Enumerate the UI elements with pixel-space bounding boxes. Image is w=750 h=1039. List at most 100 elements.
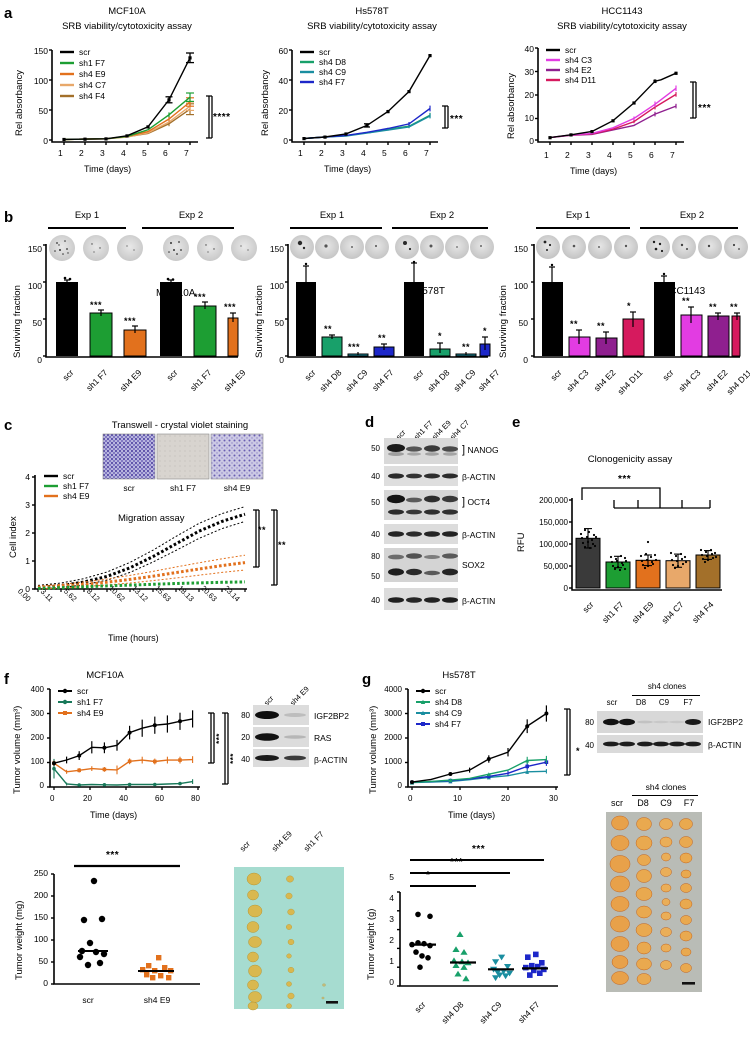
significance-marker: ** <box>730 302 739 312</box>
y-tick: 300 <box>30 709 44 718</box>
x-tick: sh4 E9 <box>143 995 171 1005</box>
significance-marker: * <box>576 746 581 756</box>
blot-band-actin <box>384 588 458 610</box>
x-tick: scr <box>412 999 428 1015</box>
blot-protein-label: IGF2BP2 <box>314 711 349 721</box>
x-tick: 7 <box>670 150 675 160</box>
significance-marker: *** <box>224 302 237 312</box>
y-tick: 1000 <box>384 757 402 766</box>
x-tick: scr <box>82 995 94 1005</box>
x-axis-label: Time (days) <box>448 810 496 820</box>
blot-protein-label: β-ACTIN <box>314 755 348 765</box>
legend-item: sh4 D8 <box>435 697 462 707</box>
y-tick: 3 <box>25 500 30 510</box>
blot-band-igf2bp2 <box>253 705 309 725</box>
y-tick: 0 <box>279 355 284 365</box>
chart-plot-area <box>49 49 213 145</box>
significance-marker: *** <box>472 844 486 855</box>
y-tick: 40 <box>524 44 534 54</box>
legend-item: sh1 F7 <box>77 697 103 707</box>
x-tick: 2 <box>319 148 324 158</box>
y-tick: 0 <box>397 781 402 790</box>
x-tick: 80 <box>191 794 200 803</box>
significance-marker: *** <box>124 316 137 326</box>
photo-group-rule <box>632 795 698 797</box>
legend-item: scr <box>565 45 577 55</box>
x-tick: 5 <box>628 150 633 160</box>
y-tick: 0 <box>43 136 48 146</box>
x-tick: 20 <box>83 794 92 803</box>
y-tick: 5 <box>389 872 394 882</box>
chart-plot-area <box>569 487 722 591</box>
chart-plot-area <box>397 859 558 987</box>
chart-plot-area <box>289 49 449 145</box>
significance-marker: *** <box>698 103 712 114</box>
y-tick: 100 <box>33 76 48 86</box>
x-tick: 3 <box>100 148 105 158</box>
y-tick: 0 <box>283 136 288 146</box>
y-tick: 0 <box>389 977 394 987</box>
blot-lane-label: C9 <box>658 698 670 707</box>
x-axis-label: Time (days) <box>84 164 132 174</box>
transwell-images <box>102 433 264 480</box>
y-tick: 100 <box>269 281 284 291</box>
panel-f-growth-chart: MCF10A Tumor volume (mm³) 400 300 200 10… <box>6 668 238 828</box>
x-axis-label: Time (days) <box>90 810 138 820</box>
blot-protein-label: β-ACTIN <box>462 530 496 540</box>
x-tick: 1 <box>544 150 549 160</box>
x-axis-label: Time (days) <box>324 164 372 174</box>
panel-b-letter: b <box>4 209 14 226</box>
panel-c-letter: c <box>4 417 13 434</box>
blot-group-label: sh4 clones <box>647 682 687 691</box>
blot-lane-label: F7 <box>683 698 693 707</box>
blot-protein-label: IGF2BP2 <box>708 717 743 727</box>
legend-swatches <box>416 688 430 726</box>
y-tick: 3 <box>389 914 394 924</box>
figure-root: a MCF10A SRB viability/cytotoxicity assa… <box>4 4 750 1026</box>
x-tick: 4 <box>361 148 366 158</box>
x-tick: 10 <box>453 794 462 803</box>
legend-item: sh4 C3 <box>565 55 592 65</box>
blot-mw: 40 <box>585 741 594 750</box>
colony-plate-images <box>536 235 748 259</box>
y-tick: 50 <box>32 318 42 328</box>
blot-mw: 40 <box>371 596 380 605</box>
legend-item: sh4 C9 <box>319 67 346 77</box>
y-tick: 60 <box>278 46 288 56</box>
transwell-title: Transwell - crystal violet staining <box>111 420 249 431</box>
y-tick: 0 <box>43 978 48 988</box>
x-tick: 6 <box>403 148 408 158</box>
panel-f-tumor-photo: scr sh4 E9 sh1 F7 <box>226 829 356 1015</box>
y-tick: 150,000 <box>539 518 568 527</box>
chart-title: Clonogenicity assay <box>587 454 673 465</box>
exp-label: Exp 2 <box>429 210 455 221</box>
chart-plot-area <box>43 244 239 358</box>
legend-item: scr <box>63 471 75 481</box>
panel-f-letter: f <box>4 671 9 688</box>
legend-swatches <box>58 688 72 715</box>
x-tick: 6 <box>649 150 654 160</box>
legend-item: sh4 E9 <box>79 69 106 79</box>
photo-column-label: F7 <box>683 798 695 808</box>
x-tick: 3 <box>340 148 345 158</box>
y-tick: 2 <box>25 528 30 538</box>
y-tick: 0 <box>39 781 44 790</box>
x-tick: 20 <box>501 794 510 803</box>
blot-band-actin <box>384 466 458 486</box>
y-tick: 200 <box>33 890 48 900</box>
exp-rule <box>392 227 488 230</box>
blot-band-nanog <box>384 438 458 464</box>
blot-mw: 80 <box>371 552 380 561</box>
x-tick: sh4 D8 <box>439 999 466 1026</box>
y-tick: 2 <box>389 935 394 945</box>
panel-a-chart-hcc1143: HCC1143 SRB viability/cytotoxicity assay… <box>498 4 746 189</box>
chart-cellline-title: Hs578T <box>410 286 446 297</box>
significance-marker: * <box>483 326 488 336</box>
blot-mw: 80 <box>241 711 250 720</box>
exp-label: Exp 1 <box>319 210 345 221</box>
panel-g-blot: sh4 clones scr D8 C9 F7 80 IGF2BP2 40 β-… <box>580 678 750 778</box>
chart-plot-area <box>531 244 741 358</box>
panel-f-weight-chart: Tumor weight (mg) 250 200 150 100 50 0 *… <box>6 840 216 1015</box>
panel-d-blots: scr sh1 F7 sh4 E9 sh4 C7 50 ] NANOG 40 β… <box>360 412 510 652</box>
blot-lane-label: scr <box>606 698 618 707</box>
